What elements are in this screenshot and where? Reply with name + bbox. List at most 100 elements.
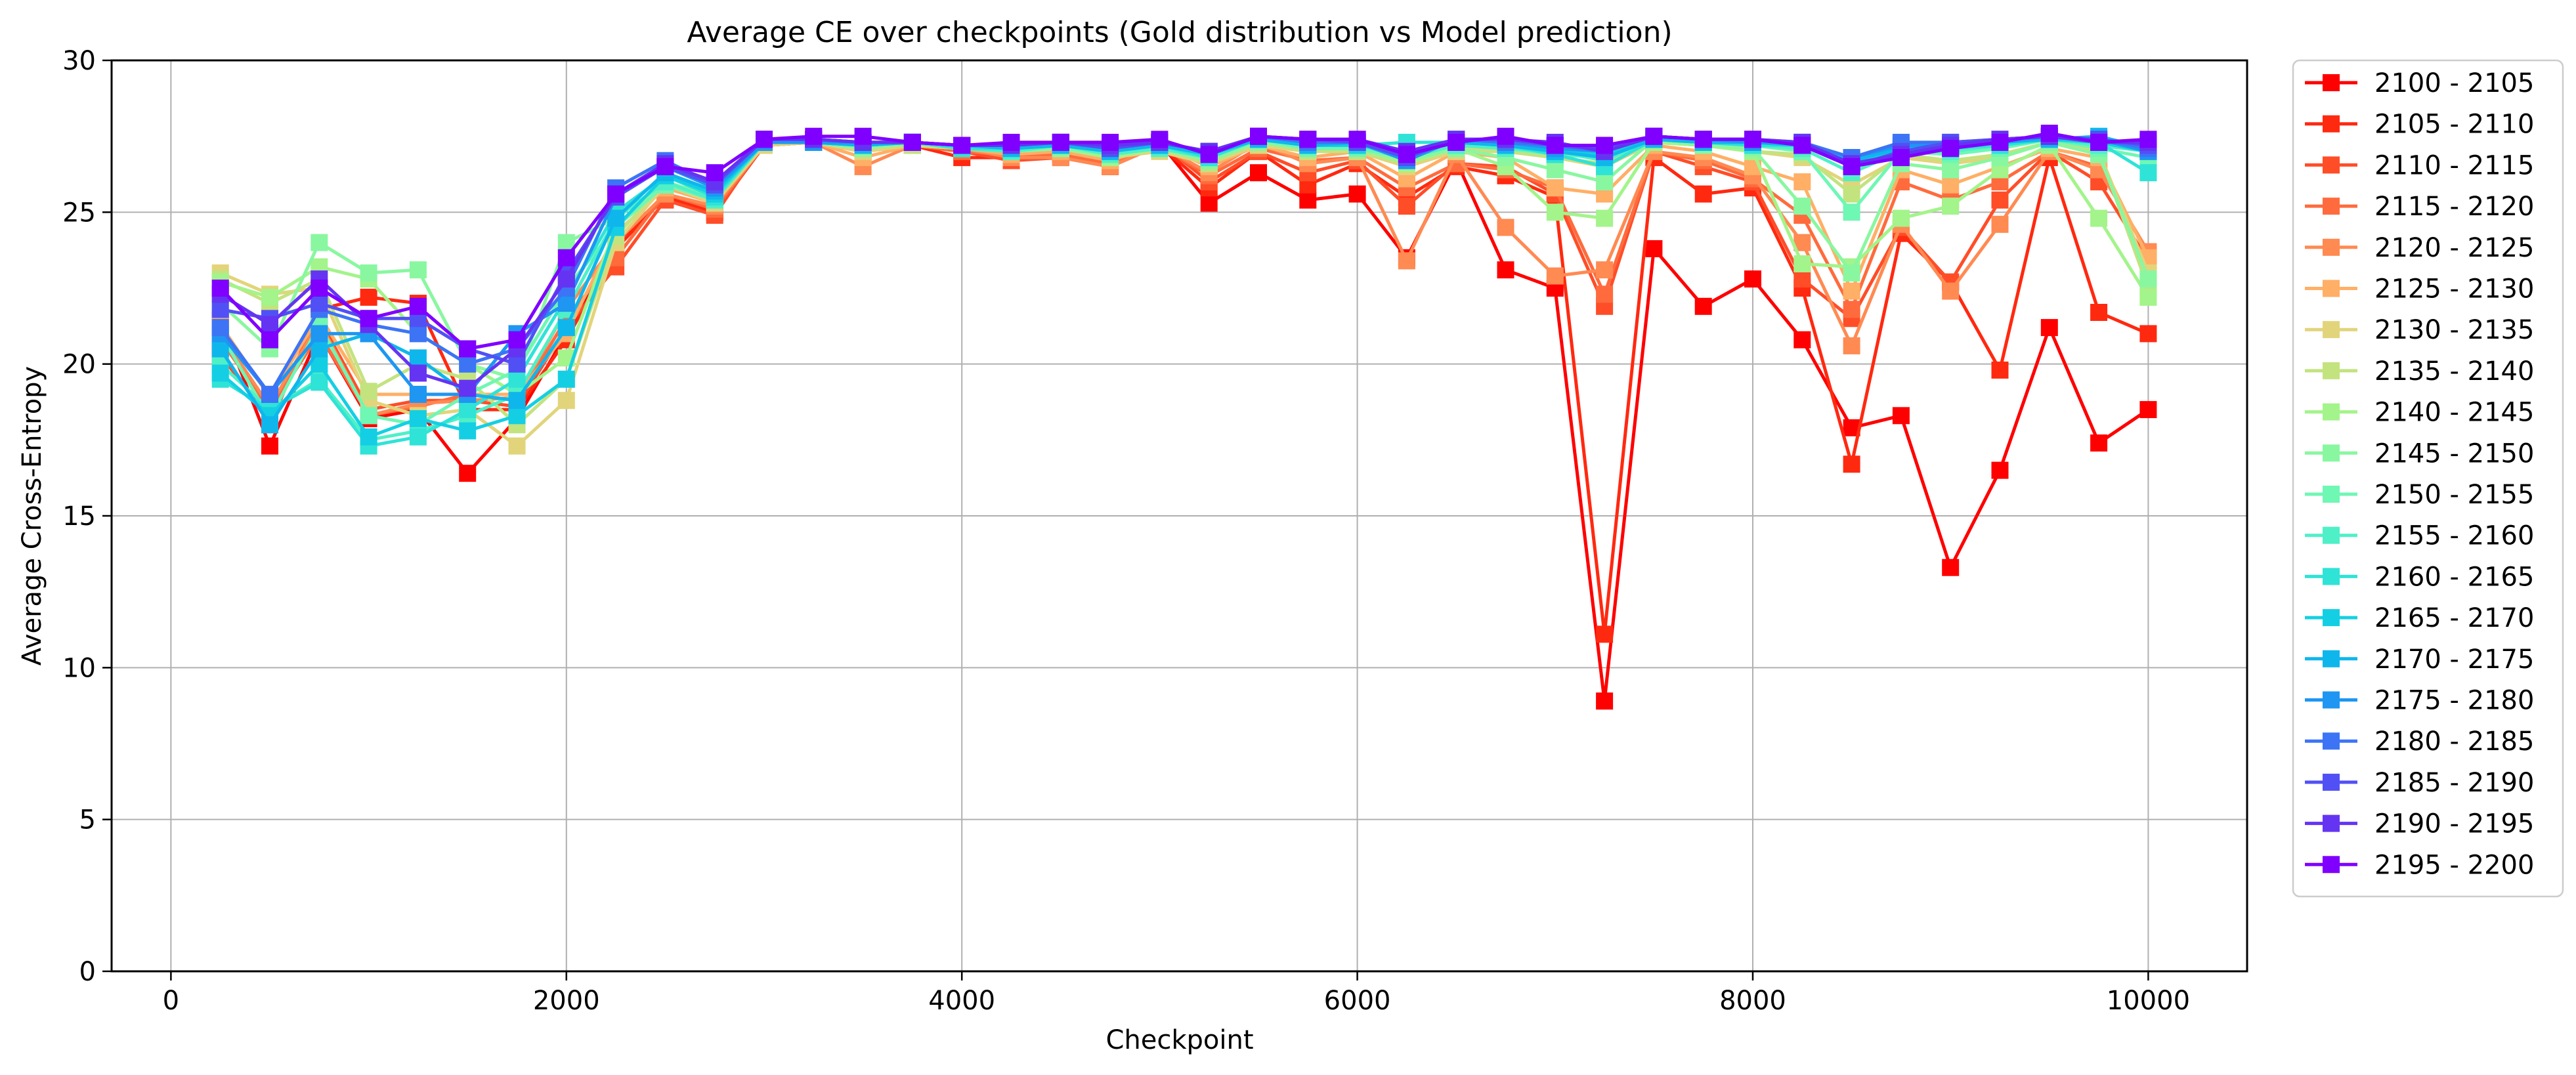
legend-item: 2140 - 2145: [2305, 398, 2534, 428]
legend-swatch-marker: [2323, 609, 2340, 627]
data-point: [1200, 194, 1218, 212]
data-point: [459, 422, 477, 440]
legend-swatch-marker: [2323, 280, 2340, 297]
legend-label: 2100 - 2105: [2374, 68, 2534, 98]
legend-swatch-marker: [2323, 856, 2340, 874]
data-point: [1843, 185, 1860, 203]
data-point: [1744, 131, 1761, 148]
data-point: [1398, 252, 1415, 270]
data-point: [211, 301, 229, 318]
data-point: [557, 270, 575, 288]
data-point: [656, 158, 674, 175]
data-point: [1793, 173, 1811, 191]
data-point: [1694, 297, 1712, 315]
x-axis-label: Checkpoint: [1106, 1025, 1253, 1055]
data-point: [1843, 337, 1860, 354]
y-tick-label: 20: [62, 350, 96, 380]
legend-item: 2180 - 2185: [2305, 727, 2534, 757]
data-point: [1151, 131, 1169, 148]
data-point: [953, 137, 971, 154]
legend-swatch-marker: [2323, 732, 2340, 750]
legend-label: 2175 - 2180: [2374, 686, 2534, 716]
data-point: [557, 392, 575, 410]
data-point: [1200, 146, 1218, 163]
y-tick-label: 15: [62, 501, 96, 532]
legend-item: 2120 - 2125: [2305, 233, 2534, 263]
data-point: [1250, 164, 1267, 182]
legend-item: 2105 - 2110: [2305, 110, 2534, 140]
data-point: [1843, 158, 1860, 175]
data-point: [2040, 125, 2058, 142]
legend-swatch-marker: [2323, 650, 2340, 667]
legend-swatch-marker: [2323, 198, 2340, 215]
legend-frame: [2292, 59, 2564, 898]
legend-label: 2165 - 2170: [2374, 603, 2534, 633]
data-point: [1448, 133, 1465, 151]
data-point: [508, 407, 526, 425]
data-point: [1546, 203, 1564, 221]
legend-item: 2185 - 2190: [2305, 768, 2534, 798]
data-point: [409, 410, 427, 427]
data-point: [557, 319, 575, 337]
data-point: [1596, 137, 1614, 154]
data-point: [261, 288, 278, 306]
data-point: [261, 331, 278, 348]
data-point: [409, 349, 427, 367]
data-point: [1991, 133, 2009, 151]
data-point: [1892, 407, 1910, 425]
legend-label: 2155 - 2160: [2374, 521, 2534, 551]
legend-label: 2130 - 2135: [2374, 315, 2534, 345]
data-point: [1052, 133, 1069, 151]
data-point: [311, 234, 328, 251]
x-tick-label: 0: [163, 986, 179, 1016]
data-point: [1546, 137, 1564, 154]
data-point: [409, 325, 427, 343]
data-point: [409, 261, 427, 279]
data-point: [1892, 209, 1910, 227]
data-point: [1546, 161, 1564, 179]
legend-swatch-marker: [2323, 691, 2340, 709]
legend-item: 2170 - 2175: [2305, 644, 2534, 675]
legend-item: 2130 - 2135: [2305, 315, 2534, 345]
data-point: [1892, 149, 1910, 167]
data-point: [409, 297, 427, 315]
data-point: [1843, 203, 1860, 221]
data-point: [1299, 131, 1317, 148]
legend-label: 2115 - 2120: [2374, 192, 2534, 222]
data-point: [2040, 319, 2058, 337]
data-point: [2090, 133, 2108, 151]
legend-item: 2190 - 2195: [2305, 809, 2534, 839]
data-point: [360, 383, 377, 400]
data-point: [1744, 270, 1761, 288]
data-point: [1596, 261, 1614, 279]
legend-swatch-marker: [2323, 156, 2340, 174]
data-point: [1694, 131, 1712, 148]
legend-label: 2195 - 2200: [2374, 850, 2534, 880]
data-point: [903, 133, 921, 151]
data-point: [1596, 625, 1614, 643]
data-point: [360, 310, 377, 327]
data-point: [459, 401, 477, 419]
legend-label: 2105 - 2110: [2374, 110, 2534, 140]
y-tick-label: 10: [62, 653, 96, 683]
data-point: [360, 428, 377, 446]
legend-item: 2175 - 2180: [2305, 686, 2534, 716]
x-tick-label: 8000: [1719, 986, 1786, 1016]
legend-swatch-marker: [2323, 74, 2340, 91]
data-point: [1596, 285, 1614, 303]
data-point: [1942, 140, 1960, 158]
data-point: [1596, 209, 1614, 227]
data-point: [756, 131, 773, 148]
data-point: [1793, 270, 1811, 288]
legend-item: 2145 - 2150: [2305, 438, 2534, 469]
data-point: [508, 392, 526, 410]
data-point: [311, 295, 328, 312]
legend-item: 2115 - 2120: [2305, 192, 2534, 222]
legend-swatch-marker: [2323, 526, 2340, 544]
data-point: [508, 437, 526, 455]
legend-swatch-marker: [2323, 486, 2340, 503]
data-point: [1002, 133, 1020, 151]
legend-label: 2180 - 2185: [2374, 727, 2534, 757]
data-point: [360, 288, 377, 306]
